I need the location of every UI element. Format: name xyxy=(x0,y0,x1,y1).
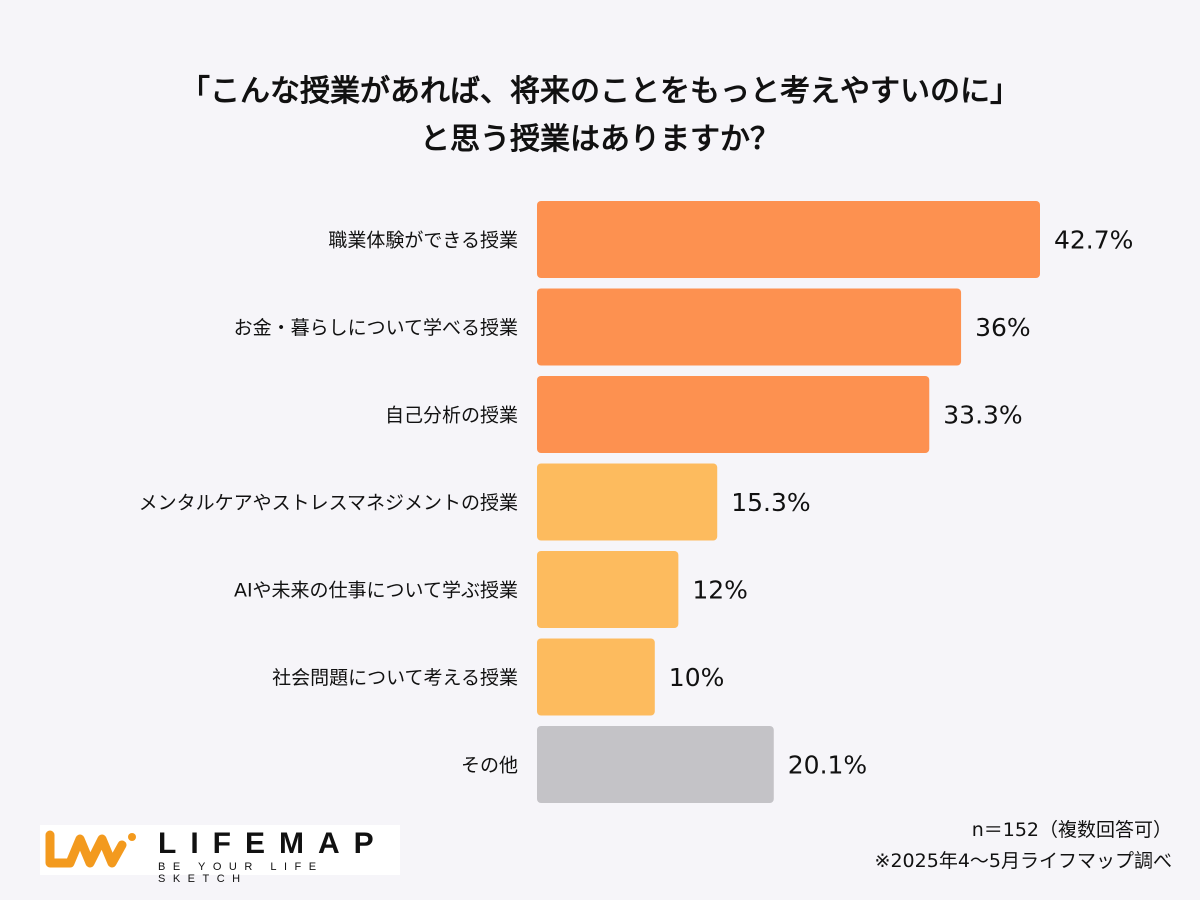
value-label: 15.3% xyxy=(731,488,810,517)
value-label: 36% xyxy=(975,313,1031,342)
logo-tagline: BE YOUR LIFE SKETCH xyxy=(158,861,324,885)
bar xyxy=(537,376,930,453)
bar-chart: 職業体験ができる授業 42.7% お金・暮らしについて学べる授業 36% 自己分析の授業… xyxy=(139,201,1133,803)
category-label: お金・暮らしについて学べる授業 xyxy=(234,317,518,339)
bar xyxy=(537,463,718,541)
source-note: ※2025年4〜5月ライフマップ調べ xyxy=(874,850,1172,872)
category-label: メンタルケアやストレスマネジメントの授業 xyxy=(139,492,518,514)
bar xyxy=(537,288,962,366)
value-label: 33.3% xyxy=(943,401,1022,430)
lifemap-logo-mark-icon xyxy=(45,830,136,868)
value-label: 10% xyxy=(669,663,725,692)
bar xyxy=(537,201,1040,278)
value-label: 12% xyxy=(692,576,748,605)
category-label: 職業体験ができる授業 xyxy=(328,230,518,252)
value-label: 42.7% xyxy=(1054,226,1133,255)
sample-size-note: n＝152（複数回答可） xyxy=(971,819,1172,841)
value-label: 20.1% xyxy=(788,751,867,780)
title-line-1: 「こんな授業があれば、将来のことをもっと考えやすいのに」 xyxy=(180,74,1020,109)
bar xyxy=(537,551,679,628)
category-label: 自己分析の授業 xyxy=(385,405,518,427)
logo-wordmark: LIFEMAP xyxy=(158,827,388,860)
title-line-2: と思う授業はありますか？ xyxy=(420,122,780,157)
chart-title: 「こんな授業があれば、将来のことをもっと考えやすいのに」 と思う授業はありますか… xyxy=(0,68,1200,164)
category-label: その他 xyxy=(461,755,518,777)
category-label: AIや未来の仕事について学ぶ授業 xyxy=(234,580,518,602)
bar xyxy=(537,726,774,803)
category-label: 社会問題について考える授業 xyxy=(272,667,518,689)
lifemap-logo: LIFEMAP BE YOUR LIFE SKETCH xyxy=(40,825,400,885)
bar xyxy=(537,638,655,716)
